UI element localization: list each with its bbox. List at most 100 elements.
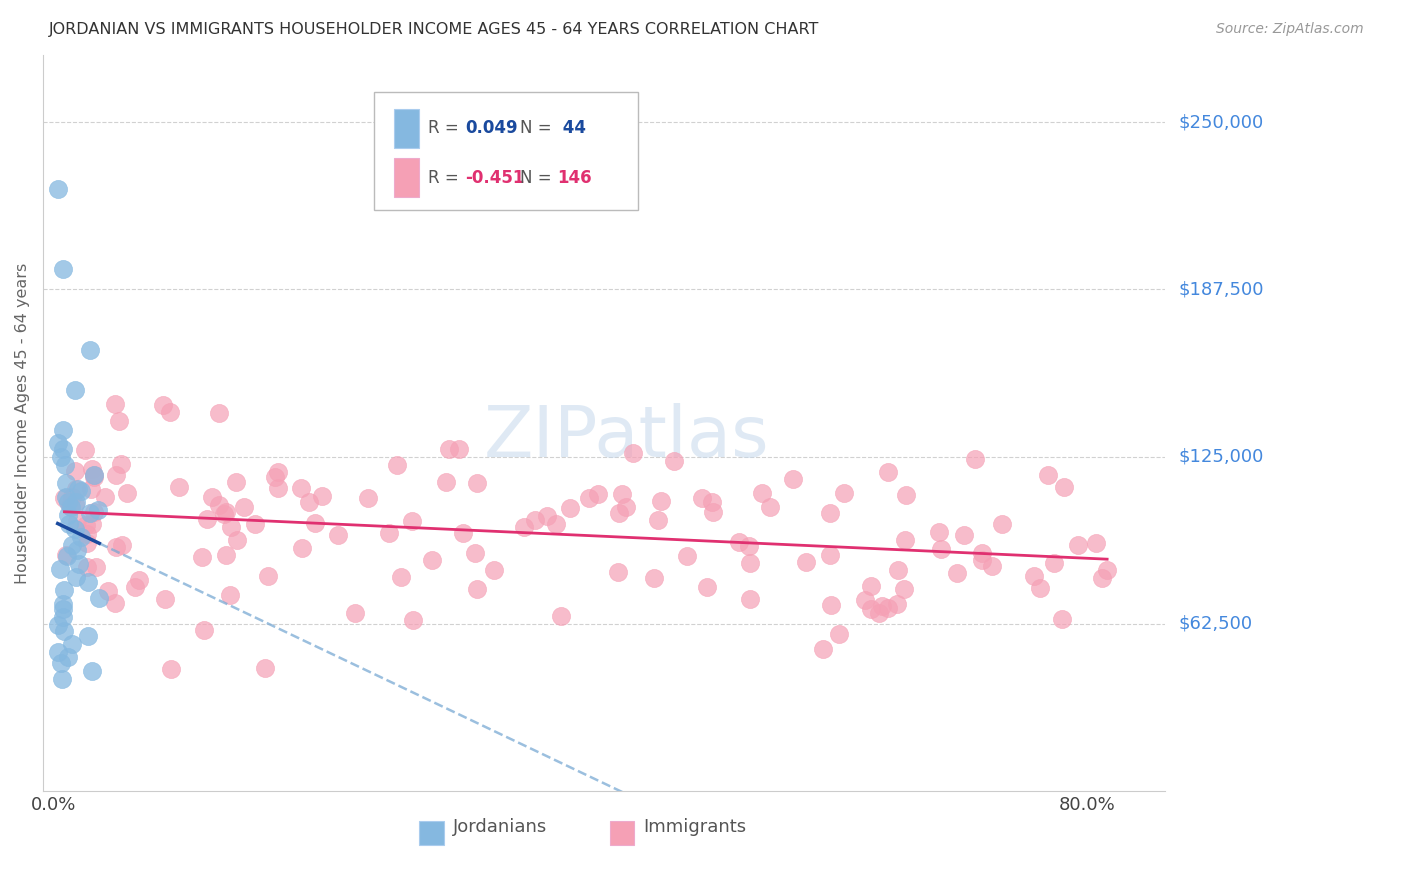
Bar	[610, 822, 634, 845]
Point	[51, 262, 73, 277]
Point	[97, 584, 120, 599]
Point	[76, 560, 98, 574]
Point	[290, 481, 312, 495]
Point	[52, 602, 75, 616]
Point	[79, 506, 101, 520]
Point	[70, 530, 93, 544]
Point	[610, 486, 633, 500]
Point	[751, 486, 773, 500]
Point	[46, 436, 69, 450]
Point	[160, 662, 183, 676]
Point	[60, 490, 83, 504]
Point	[63, 383, 86, 397]
Point	[877, 600, 900, 615]
Point	[304, 516, 326, 531]
Point	[104, 397, 127, 411]
Point	[818, 549, 841, 563]
Point	[929, 541, 952, 556]
Point	[76, 535, 98, 549]
Point	[588, 487, 610, 501]
Point	[343, 606, 366, 620]
Point	[1036, 467, 1059, 482]
Point	[77, 575, 100, 590]
Point	[614, 500, 637, 514]
Point	[606, 565, 628, 579]
Point	[928, 524, 950, 539]
Text: -0.451: -0.451	[465, 169, 524, 186]
Point	[1042, 556, 1064, 570]
Point	[643, 571, 665, 585]
Point	[437, 442, 460, 457]
Point	[52, 610, 75, 624]
Text: N =: N =	[520, 120, 557, 137]
Point	[51, 672, 73, 686]
Point	[55, 490, 77, 504]
Point	[49, 450, 72, 464]
Text: $125,000: $125,000	[1180, 448, 1264, 466]
FancyBboxPatch shape	[374, 92, 638, 210]
Point	[796, 556, 818, 570]
Point	[868, 607, 890, 621]
Point	[257, 569, 280, 583]
Point	[401, 514, 423, 528]
Point	[219, 520, 242, 534]
Point	[232, 500, 254, 514]
Point	[1085, 536, 1108, 550]
Point	[727, 534, 749, 549]
Point	[66, 482, 89, 496]
Point	[58, 495, 80, 509]
Point	[389, 570, 412, 584]
Point	[291, 541, 314, 556]
Point	[63, 464, 86, 478]
Point	[80, 664, 103, 678]
Point	[153, 591, 176, 606]
Point	[63, 497, 86, 511]
Point	[692, 491, 714, 506]
Point	[546, 517, 568, 532]
Point	[215, 505, 238, 519]
Point	[447, 442, 470, 456]
Point	[53, 583, 76, 598]
Point	[621, 446, 644, 460]
Point	[981, 559, 1004, 574]
Point	[105, 540, 128, 554]
Point	[453, 526, 475, 541]
Point	[1067, 538, 1090, 552]
Point	[66, 515, 89, 529]
Point	[298, 495, 321, 509]
Point	[82, 461, 104, 475]
Point	[83, 470, 105, 484]
Point	[65, 495, 87, 509]
Point	[896, 488, 918, 502]
Point	[963, 452, 986, 467]
Point	[953, 528, 976, 542]
Point	[420, 552, 443, 566]
Point	[55, 476, 77, 491]
Bar	[394, 158, 419, 197]
Point	[740, 557, 762, 571]
Point	[117, 486, 139, 500]
Point	[887, 563, 910, 577]
Text: 44: 44	[557, 120, 586, 137]
Point	[83, 468, 105, 483]
Text: $250,000: $250,000	[1180, 113, 1264, 131]
Point	[60, 637, 83, 651]
Point	[647, 513, 669, 527]
Point	[218, 588, 240, 602]
Point	[105, 468, 128, 483]
Point	[58, 516, 80, 531]
Point	[465, 582, 488, 596]
Point	[326, 528, 349, 542]
Point	[49, 562, 72, 576]
Point	[832, 486, 855, 500]
Point	[46, 618, 69, 632]
Point	[886, 597, 908, 611]
Point	[855, 593, 877, 607]
Point	[243, 517, 266, 532]
Point	[356, 491, 378, 505]
Point	[167, 480, 190, 494]
Point	[208, 498, 231, 512]
Point	[55, 549, 77, 563]
Point	[1053, 480, 1076, 494]
Point	[193, 623, 215, 637]
